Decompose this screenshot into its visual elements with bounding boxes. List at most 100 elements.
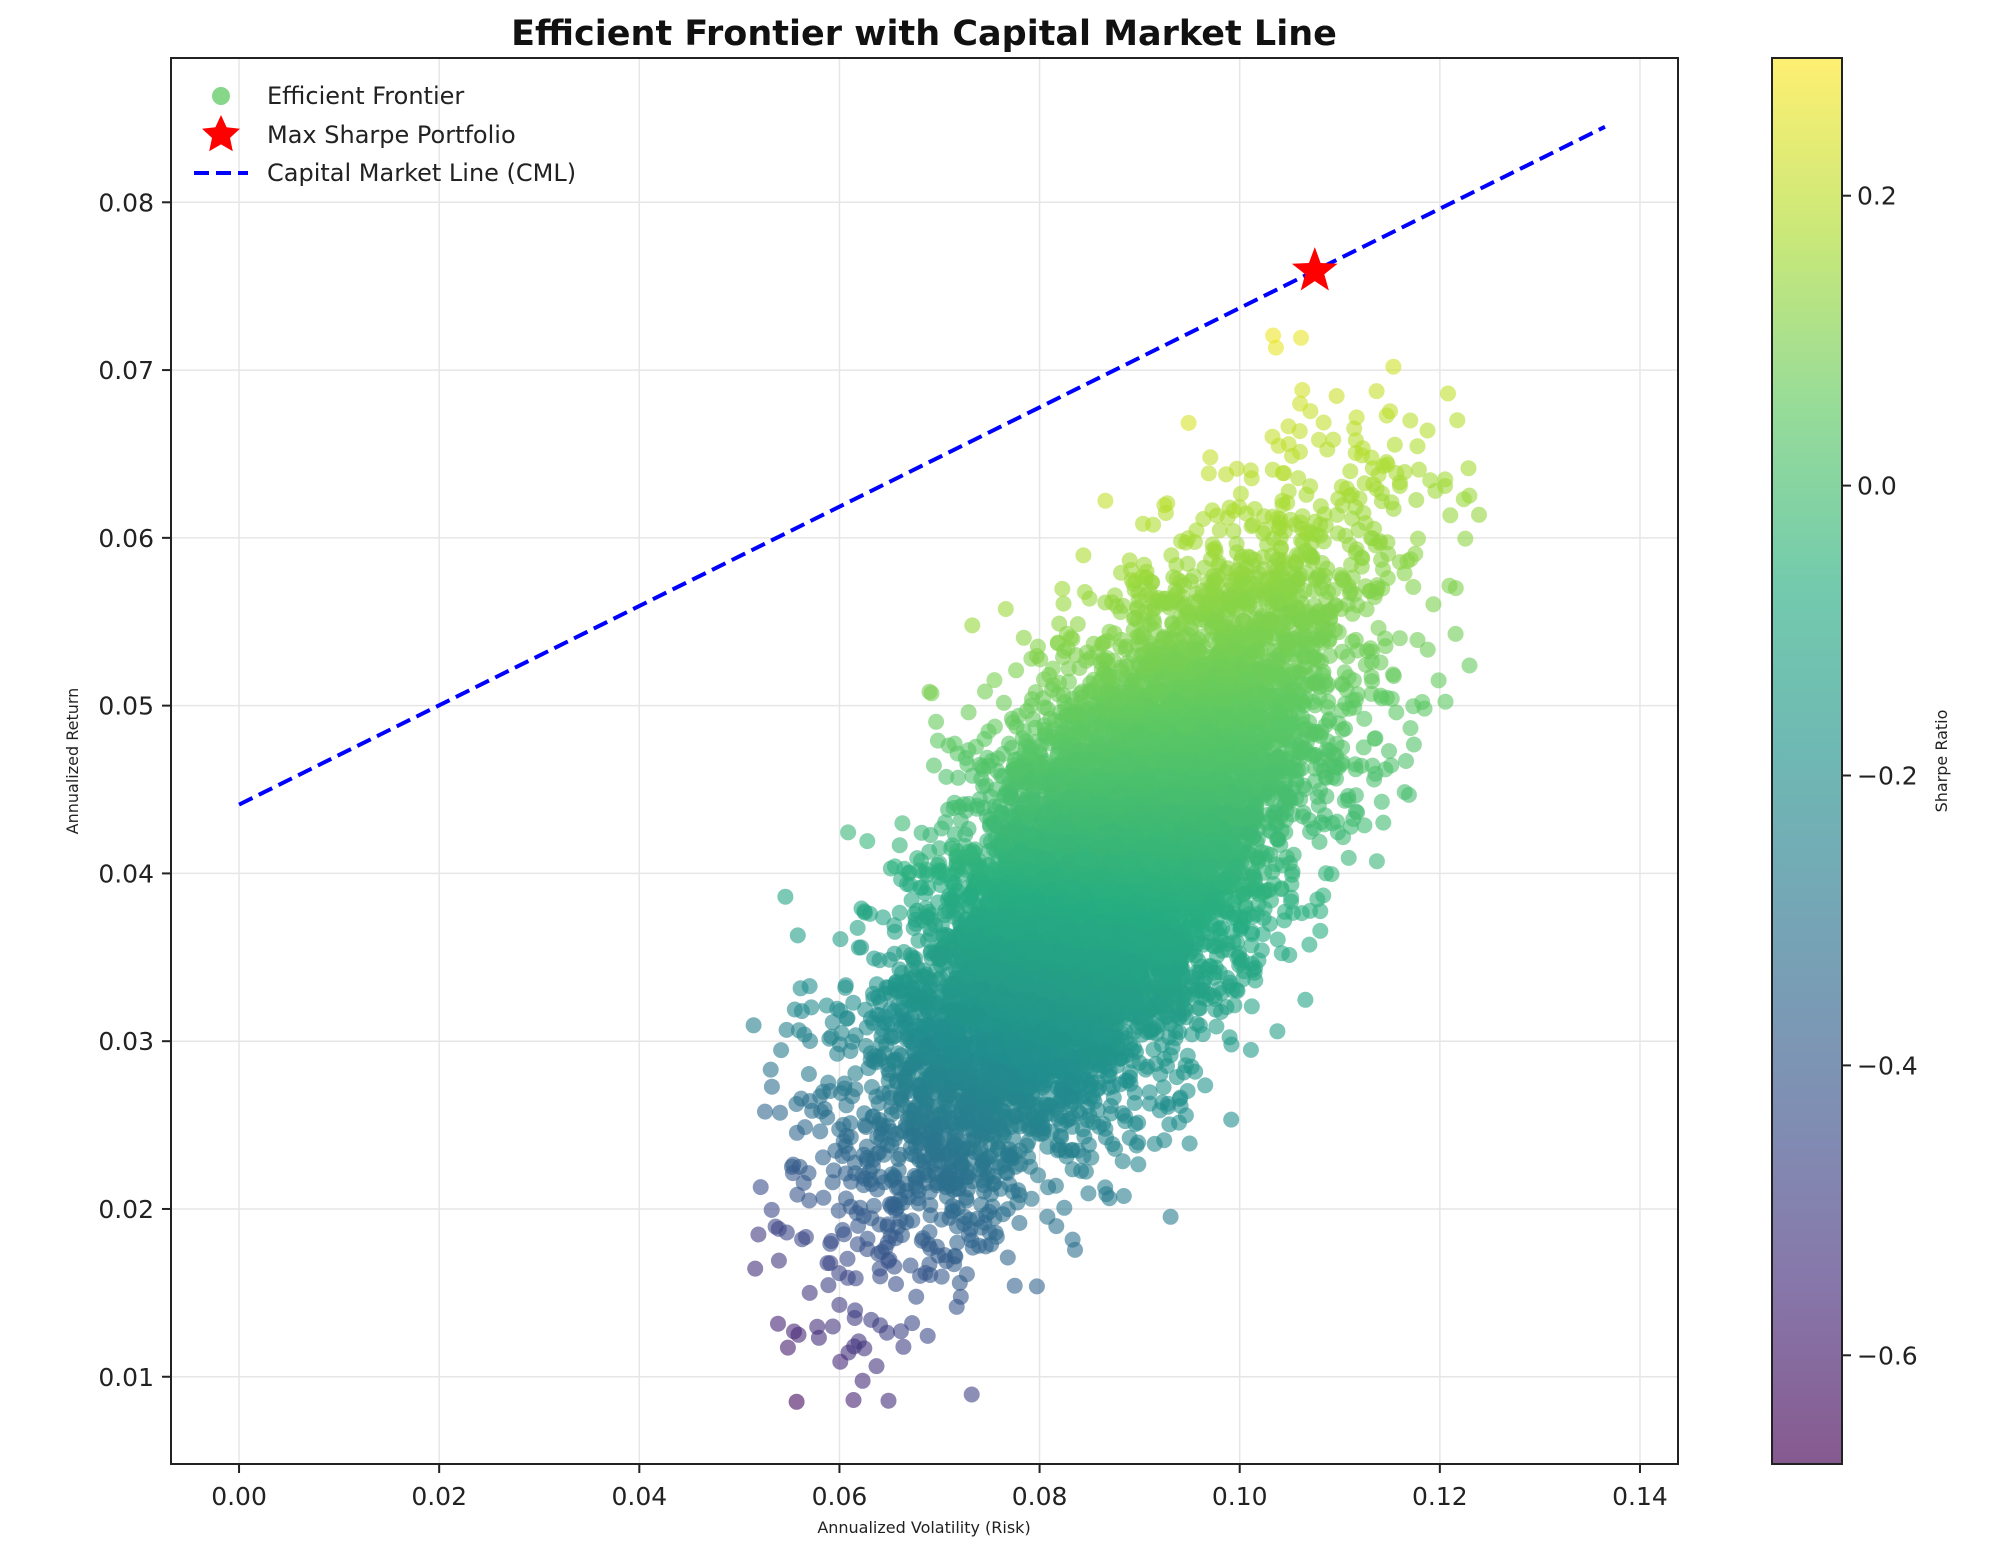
frontier-point [1290,470,1307,487]
frontier-point [839,1250,856,1267]
frontier-point [1001,1176,1018,1193]
frontier-point [1471,506,1487,523]
frontier-point [1405,736,1422,753]
frontier-point [854,1372,871,1389]
frontier-point [830,1202,847,1219]
frontier-point [1181,1135,1198,1152]
frontier-point [849,919,866,936]
frontier-point [1356,710,1373,727]
frontier-point [792,980,809,997]
frontier-point [891,837,908,854]
frontier-point [847,1302,864,1319]
frontier-point [831,1296,848,1313]
frontier-point [778,1021,795,1038]
frontier-point [812,1123,829,1140]
frontier-point [1101,1190,1118,1207]
frontier-point [1291,423,1308,440]
frontier-point [875,909,891,926]
frontier-point [790,1022,807,1039]
frontier-point [763,1201,780,1218]
frontier-point [986,672,1003,689]
frontier-point [815,1189,832,1206]
frontier-point [1211,522,1228,539]
frontier-point [840,824,857,841]
frontier-point [1023,650,1040,667]
frontier-point [1075,547,1092,564]
frontier-point [977,683,993,700]
frontier-point [1342,463,1359,480]
efficient-frontier-points [745,327,1487,1410]
frontier-point [1261,915,1278,932]
frontier-point [1115,1188,1132,1204]
frontier-point [950,769,967,786]
frontier-point [1449,412,1466,429]
frontier-point [762,1061,779,1078]
frontier-point [1105,1089,1122,1106]
frontier-point [908,1288,925,1305]
frontier-point [1208,1018,1225,1035]
frontier-point [1419,422,1436,439]
frontier-point [790,1326,807,1343]
frontier-point [786,1001,803,1018]
frontier-point [1276,912,1293,929]
frontier-point [847,1065,864,1082]
frontier-point [1385,358,1402,375]
frontier-point [1180,414,1197,431]
frontier-point [1368,383,1385,400]
frontier-point [1293,329,1309,346]
frontier-point [789,927,806,944]
frontier-point [904,1315,921,1332]
frontier-point [995,694,1012,711]
frontier-point [1340,849,1357,866]
frontier-point [1225,523,1242,539]
frontier-point [1461,657,1478,674]
frontier-point [1302,478,1319,495]
frontier-point [850,1333,867,1350]
frontier-point [917,885,934,902]
frontier-point [1460,460,1477,477]
frontier-point [1141,1095,1158,1112]
frontier-point [1264,863,1281,880]
frontier-point [824,1318,841,1335]
frontier-point [1414,694,1431,710]
frontier-point [999,1249,1016,1266]
frontier-point [803,999,820,1016]
frontier-point [1281,947,1298,963]
frontier-point [960,820,977,837]
frontier-point [1440,385,1456,402]
frontier-point [892,1323,909,1340]
frontier-point [923,685,940,702]
frontier-point [1430,672,1447,689]
frontier-point [859,833,876,850]
frontier-point [1388,704,1405,721]
frontier-point [891,904,908,921]
frontier-point [1375,814,1392,831]
frontier-point [800,1066,817,1082]
frontier-point [1243,998,1260,1015]
frontier-point [904,1212,921,1229]
frontier-point [1141,1084,1158,1101]
frontier-point [1294,382,1311,398]
frontier-point [1328,388,1345,404]
frontier-point [1442,507,1459,524]
frontier-point [1157,505,1174,521]
frontier-point [925,757,942,774]
frontier-point [1318,865,1334,882]
frontier-point [820,1277,837,1294]
frontier-point [895,1338,912,1355]
frontier-point [1269,931,1286,948]
frontier-point [823,1233,840,1249]
frontier-point [902,1257,919,1274]
frontier-point [788,1393,805,1410]
frontier-point [880,1392,897,1409]
frontier-point [964,617,981,634]
frontier-point [750,1226,767,1243]
frontier-point [1028,1278,1045,1295]
frontier-point [1155,1079,1172,1096]
frontier-point [865,1197,882,1214]
frontier-point [1409,632,1426,648]
frontier-point [1368,853,1385,870]
frontier-point [1077,1163,1094,1180]
frontier-point [1391,630,1408,647]
